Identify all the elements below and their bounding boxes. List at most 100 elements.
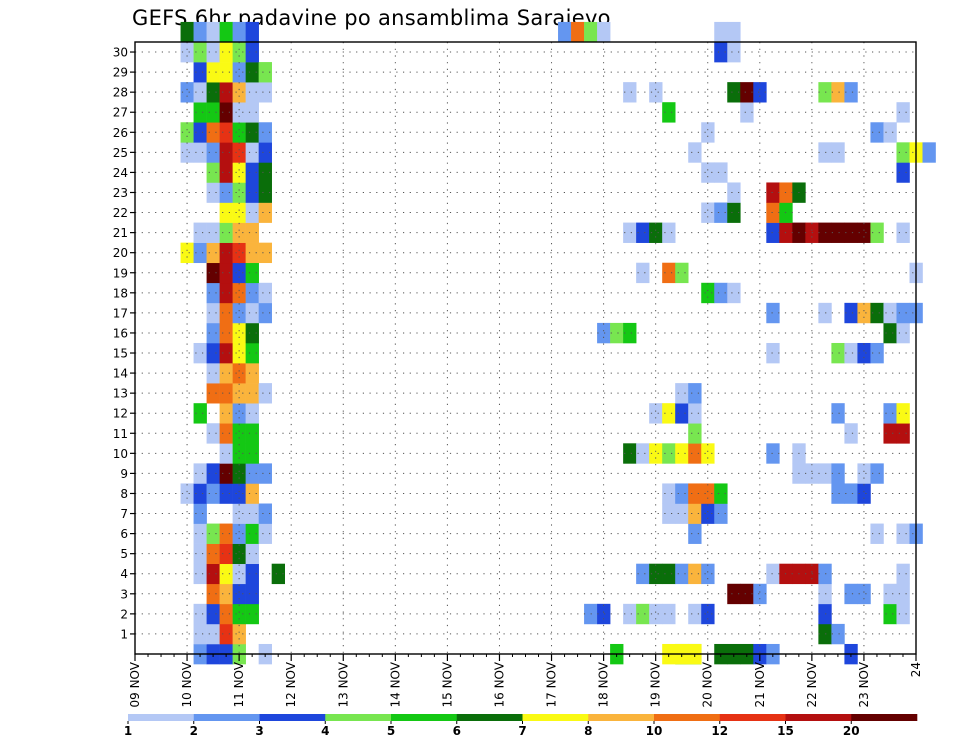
- heatmap-cell: [818, 563, 832, 585]
- heatmap-cell: [206, 62, 220, 83]
- heatmap-cell: [740, 583, 754, 605]
- x-tick-label: 20 NOV: [701, 661, 715, 707]
- heatmap-cell: [219, 142, 233, 163]
- heatmap-cell: [714, 202, 728, 223]
- heatmap-cell: [219, 423, 233, 444]
- heatmap-cell: [232, 423, 246, 444]
- heatmap-cell: [714, 483, 728, 504]
- y-tick-label: 9: [120, 467, 128, 481]
- heatmap-cell: [258, 242, 272, 264]
- heatmap-cell: [844, 222, 858, 243]
- heatmap-cell: [258, 142, 272, 163]
- heatmap-cell: [206, 162, 220, 183]
- heatmap-cell: [193, 523, 207, 544]
- heatmap-cell: [896, 603, 910, 625]
- heatmap-cell: [193, 503, 207, 524]
- y-tick-label: 30: [113, 46, 128, 60]
- heatmap-cell: [883, 423, 897, 444]
- heatmap-cell: [662, 483, 676, 504]
- heatmap-cell: [206, 122, 220, 143]
- y-tick-label: 29: [113, 66, 128, 80]
- heatmap-cell: [896, 142, 910, 163]
- heatmap-cell: [662, 503, 676, 524]
- x-tick-label: 16 NOV: [492, 661, 506, 707]
- heatmap-cell: [193, 603, 207, 625]
- heatmap-cell: [206, 21, 220, 43]
- colorbar-label: 12: [711, 724, 728, 738]
- heatmap-cell: [206, 463, 220, 484]
- heatmap-cell: [701, 202, 715, 223]
- heatmap-cell: [245, 322, 259, 344]
- heatmap-cell: [232, 242, 246, 264]
- heatmap-cell: [245, 363, 259, 384]
- heatmap-cell: [219, 102, 233, 123]
- heatmap-cell: [245, 483, 259, 504]
- heatmap-cell: [219, 202, 233, 223]
- heatmap-cell: [193, 242, 207, 264]
- colorbar-label: 8: [584, 724, 592, 738]
- heatmap-cell: [649, 222, 663, 243]
- heatmap-cell: [245, 523, 259, 544]
- heatmap-cell: [688, 483, 702, 504]
- heatmap-cell: [662, 403, 676, 424]
- x-tick-label: 09 NOV: [128, 661, 142, 707]
- heatmap-cell: [922, 142, 936, 163]
- heatmap-cell: [740, 82, 754, 103]
- heatmap-cell: [623, 443, 637, 464]
- heatmap-cell: [258, 182, 272, 203]
- heatmap-cell: [831, 403, 845, 424]
- heatmap-cell: [232, 623, 246, 645]
- heatmap-cell: [753, 583, 767, 605]
- heatmap-cell: [232, 603, 246, 625]
- heatmap-cell: [232, 122, 246, 143]
- y-tick-label: 7: [120, 507, 128, 521]
- heatmap-cell: [844, 583, 858, 605]
- heatmap-cell: [701, 282, 715, 304]
- heatmap-cell: [727, 42, 741, 63]
- heatmap-cell: [206, 583, 220, 605]
- heatmap-cell: [870, 342, 884, 364]
- heatmap-cell: [649, 82, 663, 103]
- y-tick-label: 5: [120, 547, 128, 561]
- heatmap-cell: [245, 383, 259, 404]
- heatmap-cell: [232, 403, 246, 424]
- y-tick-label: 13: [113, 387, 128, 401]
- heatmap-cell: [818, 82, 832, 103]
- heatmap-cell: [232, 42, 246, 63]
- heatmap-cell: [649, 443, 663, 464]
- heatmap-cell: [245, 182, 259, 203]
- heatmap-cell: [245, 202, 259, 223]
- heatmap-cell: [219, 62, 233, 83]
- heatmap-cell: [193, 142, 207, 163]
- heatmap-cell: [232, 282, 246, 304]
- heatmap-cell: [701, 483, 715, 504]
- y-tick-label: 20: [113, 246, 128, 260]
- heatmap-cell: [219, 483, 233, 504]
- heatmap-cell: [649, 563, 663, 585]
- heatmap-cell: [857, 483, 871, 504]
- heatmap-cell: [662, 262, 676, 284]
- colorbar-swatch: [522, 714, 589, 721]
- heatmap-cell: [623, 322, 637, 344]
- heatmap-cell: [232, 262, 246, 284]
- heatmap-cell: [193, 42, 207, 63]
- heatmap-cell: [662, 222, 676, 243]
- heatmap-cell: [675, 483, 689, 504]
- heatmap-cell: [258, 62, 272, 83]
- heatmap-cell: [675, 563, 689, 585]
- heatmap-cell: [766, 342, 780, 364]
- y-tick-label: 18: [113, 286, 128, 300]
- heatmap-cell: [219, 563, 233, 585]
- heatmap-cell: [766, 182, 780, 203]
- heatmap-cell: [232, 363, 246, 384]
- heatmap-cell: [245, 222, 259, 243]
- heatmap-cell: [597, 21, 611, 43]
- heatmap-cell: [193, 623, 207, 645]
- y-tick-label: 27: [113, 106, 128, 120]
- colorbar-label: 7: [518, 724, 526, 738]
- heatmap-cell: [636, 262, 650, 284]
- heatmap-cell: [688, 603, 702, 625]
- heatmap-cell: [714, 162, 728, 183]
- heatmap-cell: [219, 363, 233, 384]
- heatmap-cell: [206, 142, 220, 163]
